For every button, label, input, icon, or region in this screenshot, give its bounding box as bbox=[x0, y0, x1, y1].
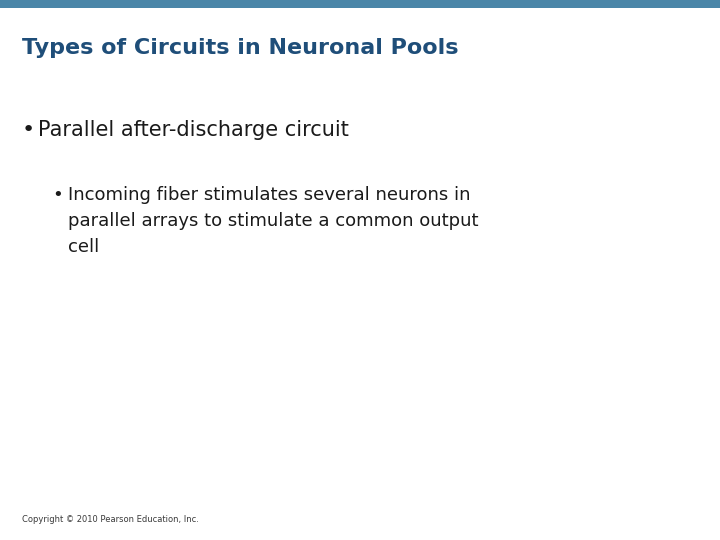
Text: Types of Circuits in Neuronal Pools: Types of Circuits in Neuronal Pools bbox=[22, 38, 459, 58]
Text: cell: cell bbox=[68, 238, 99, 256]
Text: parallel arrays to stimulate a common output: parallel arrays to stimulate a common ou… bbox=[68, 212, 479, 230]
Text: Incoming fiber stimulates several neurons in: Incoming fiber stimulates several neuron… bbox=[68, 186, 470, 204]
Text: •: • bbox=[22, 120, 35, 140]
Text: •: • bbox=[52, 186, 63, 204]
Text: Parallel after-discharge circuit: Parallel after-discharge circuit bbox=[38, 120, 349, 140]
Bar bbox=[0, 0, 720, 8]
Text: Copyright © 2010 Pearson Education, Inc.: Copyright © 2010 Pearson Education, Inc. bbox=[22, 516, 199, 524]
